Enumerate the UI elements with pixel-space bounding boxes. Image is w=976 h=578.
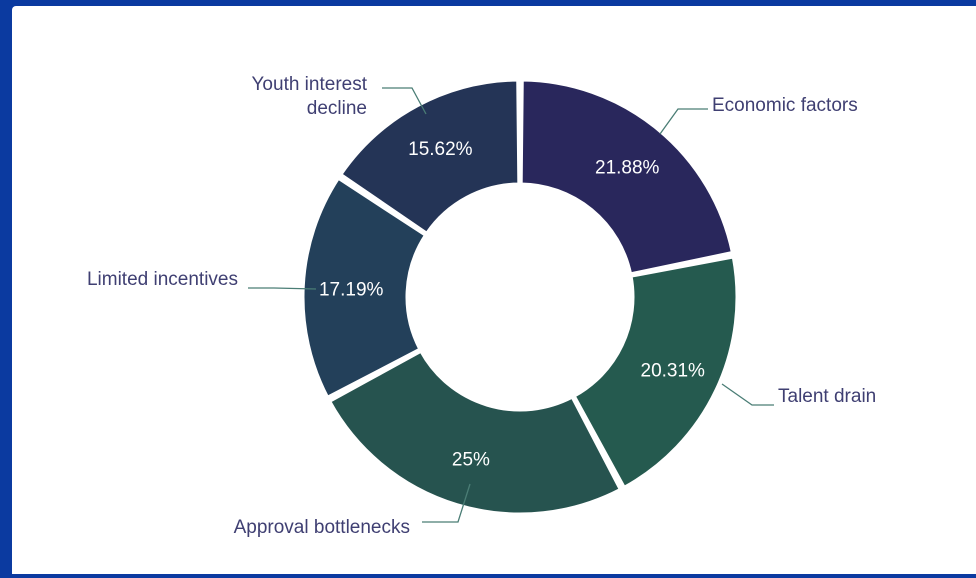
pct-label-economic-factors: 21.88% xyxy=(595,157,660,178)
pct-label-talent-drain: 20.31% xyxy=(641,360,706,381)
leader-line-talent-drain xyxy=(721,383,774,406)
pct-label-limited-incentives: 17.19% xyxy=(319,280,384,301)
category-label-talent-drain: Talent drain xyxy=(778,386,876,407)
slice-youth-interest-decline[interactable] xyxy=(339,78,521,235)
slice-limited-incentives[interactable] xyxy=(301,176,427,399)
pct-label-youth-interest-decline: 15.62% xyxy=(408,139,473,160)
leader-line-approval-bottlenecks xyxy=(422,483,471,523)
category-label-limited-incentives: Limited incentives xyxy=(87,269,238,290)
slice-talent-drain[interactable] xyxy=(572,255,739,489)
category-label-youth-interest-decline: Youth interest decline xyxy=(252,74,368,119)
slice-approval-bottlenecks[interactable] xyxy=(328,349,622,516)
category-label-economic-factors: Economic factors xyxy=(712,95,858,116)
chart-panel: 21.88% 20.31% 25% 17.19% 15.62% Economic fac… xyxy=(12,6,976,574)
leader-line-limited-incentives xyxy=(248,287,317,290)
slice-economic-factors[interactable] xyxy=(519,78,734,276)
leader-line-economic-factors xyxy=(659,108,708,135)
leader-lines xyxy=(248,87,774,523)
category-label-approval-bottlenecks: Approval bottlenecks xyxy=(234,517,410,538)
percentage-labels: 21.88% 20.31% 25% 17.19% 15.62% xyxy=(319,139,705,471)
category-labels: Economic factors Talent drain Approval bot… xyxy=(87,74,876,538)
leader-line-youth-interest-decline xyxy=(382,87,427,115)
donut-slices xyxy=(301,78,739,516)
pct-label-approval-bottlenecks: 25% xyxy=(452,450,490,471)
donut-chart: 21.88% 20.31% 25% 17.19% 15.62% Economic fac… xyxy=(87,74,876,538)
